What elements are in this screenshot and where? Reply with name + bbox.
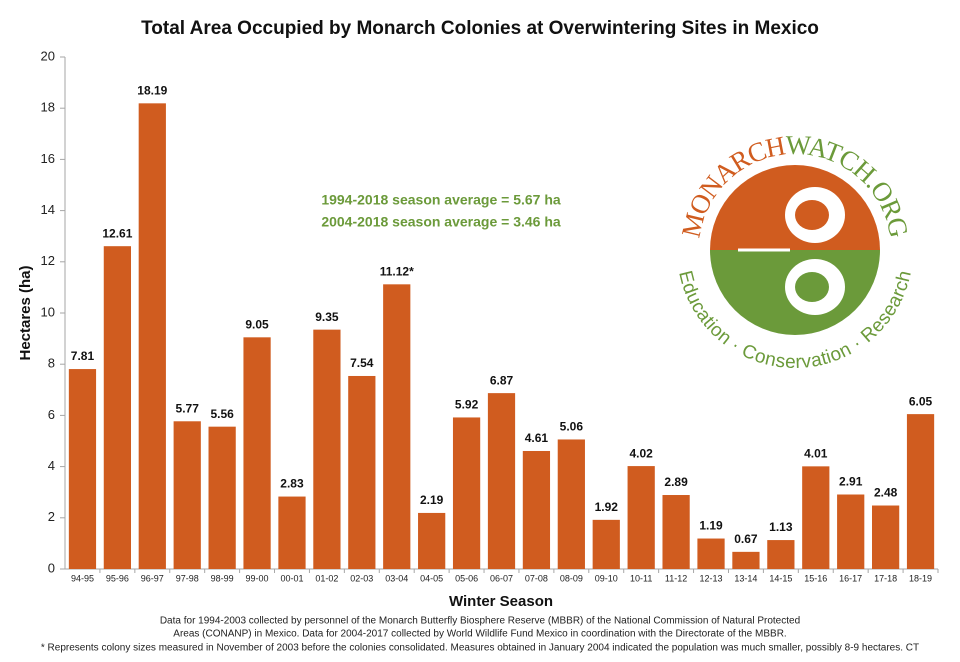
value-label: 6.05 xyxy=(909,394,933,408)
value-label: 4.01 xyxy=(804,447,828,461)
value-label: 1.19 xyxy=(699,519,723,533)
bar xyxy=(103,246,131,569)
bar xyxy=(243,337,271,569)
bar xyxy=(138,103,166,569)
bar xyxy=(487,393,516,569)
x-tick-label: 97-98 xyxy=(176,573,199,583)
value-label: 7.54 xyxy=(350,356,374,370)
x-tick-label: 13-14 xyxy=(734,573,757,583)
value-label: 1.13 xyxy=(769,520,793,534)
y-tick-label: 8 xyxy=(48,356,55,371)
y-tick-label: 16 xyxy=(41,151,55,166)
bar xyxy=(837,494,865,569)
value-label: 2.83 xyxy=(280,477,304,491)
y-tick-label: 6 xyxy=(48,407,55,422)
x-tick-label: 15-16 xyxy=(804,573,827,583)
x-tick-label: 04-05 xyxy=(420,573,443,583)
x-tick-label: 02-03 xyxy=(350,573,373,583)
value-label: 4.02 xyxy=(630,446,654,460)
value-label: 2.91 xyxy=(839,475,863,489)
x-tick-label: 11-12 xyxy=(665,573,687,583)
footnote: Areas (CONANP) in Mexico. Data for 2004-… xyxy=(173,629,786,640)
value-label: 1.92 xyxy=(595,500,619,514)
x-tick-label: 03-04 xyxy=(385,573,408,583)
value-label: 4.61 xyxy=(525,431,549,445)
x-tick-label: 96-97 xyxy=(141,573,164,583)
bar xyxy=(278,496,306,569)
x-tick-label: 00-01 xyxy=(280,573,303,583)
value-label: 2.89 xyxy=(664,475,688,489)
bar xyxy=(208,426,236,569)
y-tick-label: 4 xyxy=(48,458,55,473)
value-label: 5.77 xyxy=(176,401,200,415)
x-tick-label: 06-07 xyxy=(490,573,513,583)
annotation: 2004-2018 season average = 3.46 ha xyxy=(321,214,561,230)
bar xyxy=(627,466,655,569)
value-label: 18.19 xyxy=(137,84,167,98)
x-tick-label: 12-13 xyxy=(700,573,723,583)
logo-wing xyxy=(795,200,829,230)
value-label: 5.06 xyxy=(560,420,584,434)
value-label: 6.87 xyxy=(490,373,514,387)
x-tick-label: 16-17 xyxy=(839,573,862,583)
bar xyxy=(732,551,760,569)
bar xyxy=(767,540,795,569)
y-tick-label: 10 xyxy=(41,304,55,319)
bar xyxy=(383,284,411,569)
x-axis-title: Winter Season xyxy=(449,593,553,610)
value-label: 12.61 xyxy=(102,226,132,240)
bar xyxy=(802,466,830,569)
bar xyxy=(557,439,585,569)
y-axis-title: Hectares (ha) xyxy=(17,265,34,360)
bar xyxy=(906,414,935,569)
x-tick-label: 18-19 xyxy=(909,573,932,583)
x-tick-label: 14-15 xyxy=(769,573,792,583)
value-label: 2.48 xyxy=(874,486,898,500)
x-tick-label: 94-95 xyxy=(71,573,94,583)
footnote: Data for 1994-2003 collected by personne… xyxy=(160,616,800,627)
value-label: 5.92 xyxy=(455,398,479,412)
y-tick-label: 14 xyxy=(41,202,55,217)
x-tick-label: 07-08 xyxy=(525,573,548,583)
y-tick-label: 12 xyxy=(41,253,55,268)
value-label: 9.05 xyxy=(245,317,269,331)
y-tick-label: 18 xyxy=(41,100,55,115)
footnote: * Represents colony sizes measured in No… xyxy=(41,643,919,654)
bar xyxy=(452,417,481,569)
annotation: 1994-2018 season average = 5.67 ha xyxy=(321,192,561,208)
x-tick-label: 09-10 xyxy=(595,573,618,583)
x-tick-label: 08-09 xyxy=(560,573,583,583)
value-label: 5.56 xyxy=(210,407,234,421)
x-tick-label: 01-02 xyxy=(315,573,338,583)
value-label: 9.35 xyxy=(315,310,339,324)
bar xyxy=(592,519,620,569)
y-tick-label: 0 xyxy=(48,560,55,575)
x-tick-label: 99-00 xyxy=(246,573,269,583)
chart-title: Total Area Occupied by Monarch Colonies … xyxy=(141,18,819,39)
x-tick-label: 10-11 xyxy=(630,573,652,583)
bar xyxy=(662,495,690,569)
value-label: 0.67 xyxy=(734,532,758,546)
logo: MONARCHWATCH.ORG Education · Conservatio… xyxy=(674,130,916,373)
bar xyxy=(313,329,341,569)
logo-wing xyxy=(795,272,829,302)
bar xyxy=(348,375,376,569)
value-label: 2.19 xyxy=(420,493,444,507)
bar xyxy=(173,421,201,569)
y-tick-label: 20 xyxy=(41,48,55,63)
bar xyxy=(697,538,725,569)
bar xyxy=(522,450,551,569)
x-tick-label: 95-96 xyxy=(106,573,129,583)
bar xyxy=(418,512,446,569)
value-label: 11.12* xyxy=(380,264,414,278)
x-tick-label: 05-06 xyxy=(455,573,478,583)
x-tick-label: 98-99 xyxy=(211,573,234,583)
value-label: 7.81 xyxy=(71,349,95,363)
bar xyxy=(872,505,900,569)
bar xyxy=(68,369,97,569)
x-tick-label: 17-18 xyxy=(874,573,897,583)
y-tick-label: 2 xyxy=(48,509,55,524)
